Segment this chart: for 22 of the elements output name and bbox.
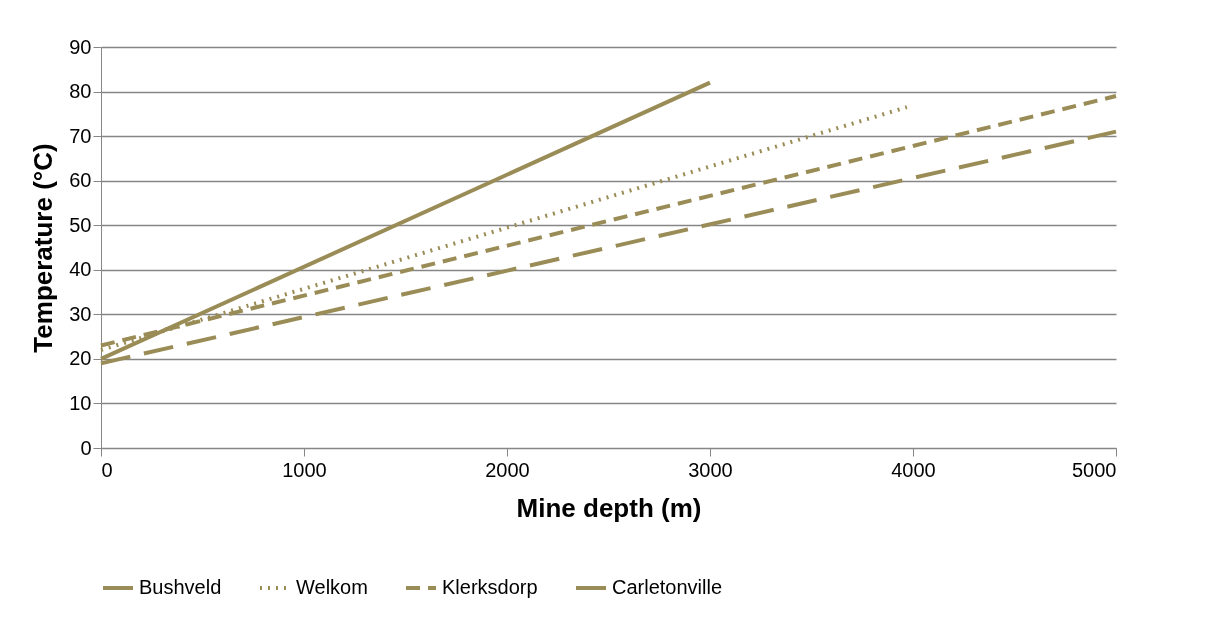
y-axis-title: Temperature (°C): [28, 143, 59, 353]
x-tick-label: 5000: [1072, 458, 1117, 481]
x-tick-label: 0: [101, 458, 113, 481]
x-axis-title: Mine depth (m): [516, 492, 702, 523]
x-tick-label: 4000: [891, 458, 936, 481]
y-tick-label: 90: [69, 35, 92, 58]
y-tick-label: 80: [69, 80, 92, 103]
y-tick-label: 30: [69, 302, 92, 325]
legend-label: Carletonville: [612, 576, 723, 598]
y-tick-label: 40: [69, 258, 92, 281]
legend-label: Bushveld: [139, 576, 222, 598]
y-tick-label: 0: [80, 436, 92, 459]
x-tick-label: 2000: [485, 458, 530, 481]
y-tick-label: 50: [69, 213, 92, 236]
y-tick-label: 10: [69, 391, 92, 414]
legend-label: Klerksdorp: [442, 576, 538, 598]
x-tick-label: 1000: [282, 458, 327, 481]
x-tick-label: 3000: [688, 458, 733, 481]
legend-label: Welkom: [296, 576, 368, 598]
y-tick-label: 60: [69, 169, 92, 192]
y-tick-label: 20: [69, 347, 92, 370]
y-tick-label: 70: [69, 124, 92, 147]
